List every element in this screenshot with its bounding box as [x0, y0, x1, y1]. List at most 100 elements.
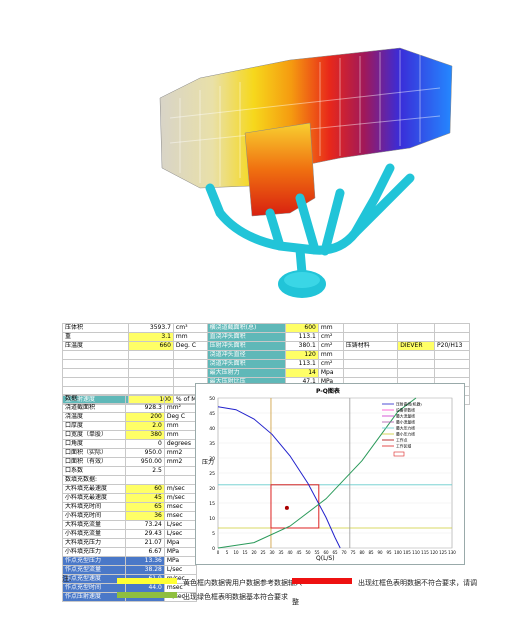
x-tick-label: 45 — [296, 550, 302, 555]
table-cell — [172, 359, 208, 369]
table-cell[interactable]: 600 — [285, 323, 319, 333]
table-cell: 作点充型速度 — [62, 574, 126, 584]
y-tick-label: 30 — [209, 456, 215, 462]
table-cell: 浇道截面积 — [62, 403, 126, 413]
legend-label: 压射曲线(机器) — [396, 402, 422, 407]
table-cell[interactable]: 65 — [124, 502, 165, 512]
note-swatch-green — [117, 591, 177, 598]
table-row: 口宽度（单股） 380 mm — [62, 430, 198, 440]
table-cell: 口厚度 — [62, 421, 126, 431]
table-cell: 浇道冲头面积 — [206, 359, 287, 369]
table-cell: mm2 — [163, 448, 198, 458]
note-green: 出现绿色框表明数据基本符合要求 — [117, 584, 288, 603]
table-cell: cm² — [317, 332, 344, 342]
table-cell — [163, 466, 198, 476]
table-cell: 73.24 — [124, 520, 165, 530]
table-row: 数填充数据: — [62, 475, 198, 485]
note-red: 出现红框色表明数据不符合要求，请调整 — [292, 570, 482, 608]
table-cell: 0 — [124, 439, 165, 449]
table-row: 大料填充时间 65 msec — [62, 502, 198, 512]
table-cell: 口面积（实际） — [62, 448, 126, 458]
table-cell[interactable]: 660 — [128, 341, 174, 351]
table-cell — [434, 332, 470, 342]
table-cell: mm2 — [163, 457, 198, 467]
table-cell: 950.00 — [124, 457, 165, 467]
note-swatch-red — [292, 577, 352, 584]
table-cell: msec — [163, 511, 198, 521]
table-cell[interactable]: 2.0 — [124, 421, 165, 431]
table-cell[interactable]: 380.1 — [285, 341, 319, 351]
table-cell: 压温度 — [61, 341, 130, 351]
table-row: 浇道截面积 928.3 mm² — [62, 403, 198, 413]
table-cell — [172, 350, 208, 360]
table-cell: 作点充型时间 — [62, 583, 126, 593]
table-cell: cm³ — [172, 323, 208, 333]
x-tick-label: 15 — [242, 550, 248, 555]
table-cell[interactable]: 113.1 — [285, 332, 319, 342]
table-cell[interactable]: 60 — [124, 484, 165, 494]
table-cell — [163, 394, 198, 404]
table-row: 作点充型时间 44.0 msec — [62, 583, 198, 593]
table-cell — [434, 368, 470, 378]
table-row: 口厚度 2.0 mm — [62, 421, 198, 431]
x-tick-label: 100 — [394, 550, 402, 555]
y-tick-label: 0 — [212, 546, 215, 552]
legend-label: 工作点 — [396, 438, 408, 443]
table-cell: m/sec — [163, 484, 198, 494]
table-cell: 直浇冲头面积 — [206, 332, 287, 342]
series-line-0 — [217, 406, 341, 549]
table-cell: Deg. C — [172, 341, 208, 351]
table-cell: 压体积 — [61, 323, 130, 333]
table-cell: 950.0 — [124, 448, 165, 458]
table-cell — [434, 350, 470, 360]
table-cell: 压射冲头面积 — [206, 341, 287, 351]
table-cell: 大料填充流量 — [62, 520, 126, 530]
table-cell — [342, 368, 399, 378]
table-row: 大料填充流量 73.24 L/sec — [62, 520, 198, 530]
y-tick-label: 10 — [209, 516, 215, 522]
table-cell: 作点压射速度 — [62, 592, 126, 602]
notes-label: 注: — [62, 575, 72, 583]
table-cell[interactable]: 3.1 — [128, 332, 174, 342]
table-row: 最大压射力 14 Mpa — [61, 368, 470, 378]
x-tick-label: 95 — [386, 550, 392, 555]
note-text-red: 出现红框色表明数据不符合要求，请调整 — [292, 579, 477, 606]
table-cell: 作点充型压力 — [62, 556, 126, 566]
table-cell[interactable]: 14 — [285, 368, 319, 378]
x-tick-label: 125 — [439, 550, 447, 555]
table-row: 口面积（实际） 950.0 mm2 — [62, 448, 198, 458]
table-cell — [128, 368, 174, 378]
table-cell: Mpa — [317, 368, 344, 378]
table-cell: 928.3 — [124, 403, 165, 413]
x-tick-label: 70 — [341, 550, 347, 555]
x-tick-label: 85 — [368, 550, 374, 555]
table-cell: mm — [163, 421, 198, 431]
table-cell[interactable]: 113.1 — [285, 359, 319, 369]
table-cell[interactable]: 380 — [124, 430, 165, 440]
table-cell[interactable]: 3593.7 — [128, 323, 174, 333]
table-cell: 13.36 — [124, 556, 165, 566]
table-cell — [128, 359, 174, 369]
table-row: 大料填充最速度 60 m/sec — [62, 484, 198, 494]
table-cell: 浇道冲头直径 — [206, 350, 287, 360]
table-cell[interactable]: 120 — [285, 350, 319, 360]
table-row: 压体积 3593.7 cm³ 横浇道截面积(总) 600 mm — [61, 323, 470, 333]
x-tick-label: 5 — [226, 550, 229, 555]
table-cell — [172, 368, 208, 378]
x-tick-label: 115 — [421, 550, 429, 555]
y-tick-label: 5 — [212, 531, 215, 537]
note-swatch-yellow — [117, 577, 177, 584]
table-cell[interactable]: 45 — [124, 493, 165, 503]
table-cell — [61, 350, 130, 360]
table-cell: m/sec — [163, 493, 198, 503]
table-cell[interactable]: 200 — [124, 412, 165, 422]
table-cell: L/sec — [163, 529, 198, 539]
table-cell: 数填充数据: — [62, 475, 126, 485]
table-cell[interactable]: DIEVER — [397, 341, 436, 351]
note-text-yellow: 黄色框内数据需用户数据参考数据输入 — [183, 579, 302, 587]
table-cell: 小料填充流量 — [62, 529, 126, 539]
table-cell: mm — [172, 332, 208, 342]
table-cell[interactable]: 36 — [124, 511, 165, 521]
